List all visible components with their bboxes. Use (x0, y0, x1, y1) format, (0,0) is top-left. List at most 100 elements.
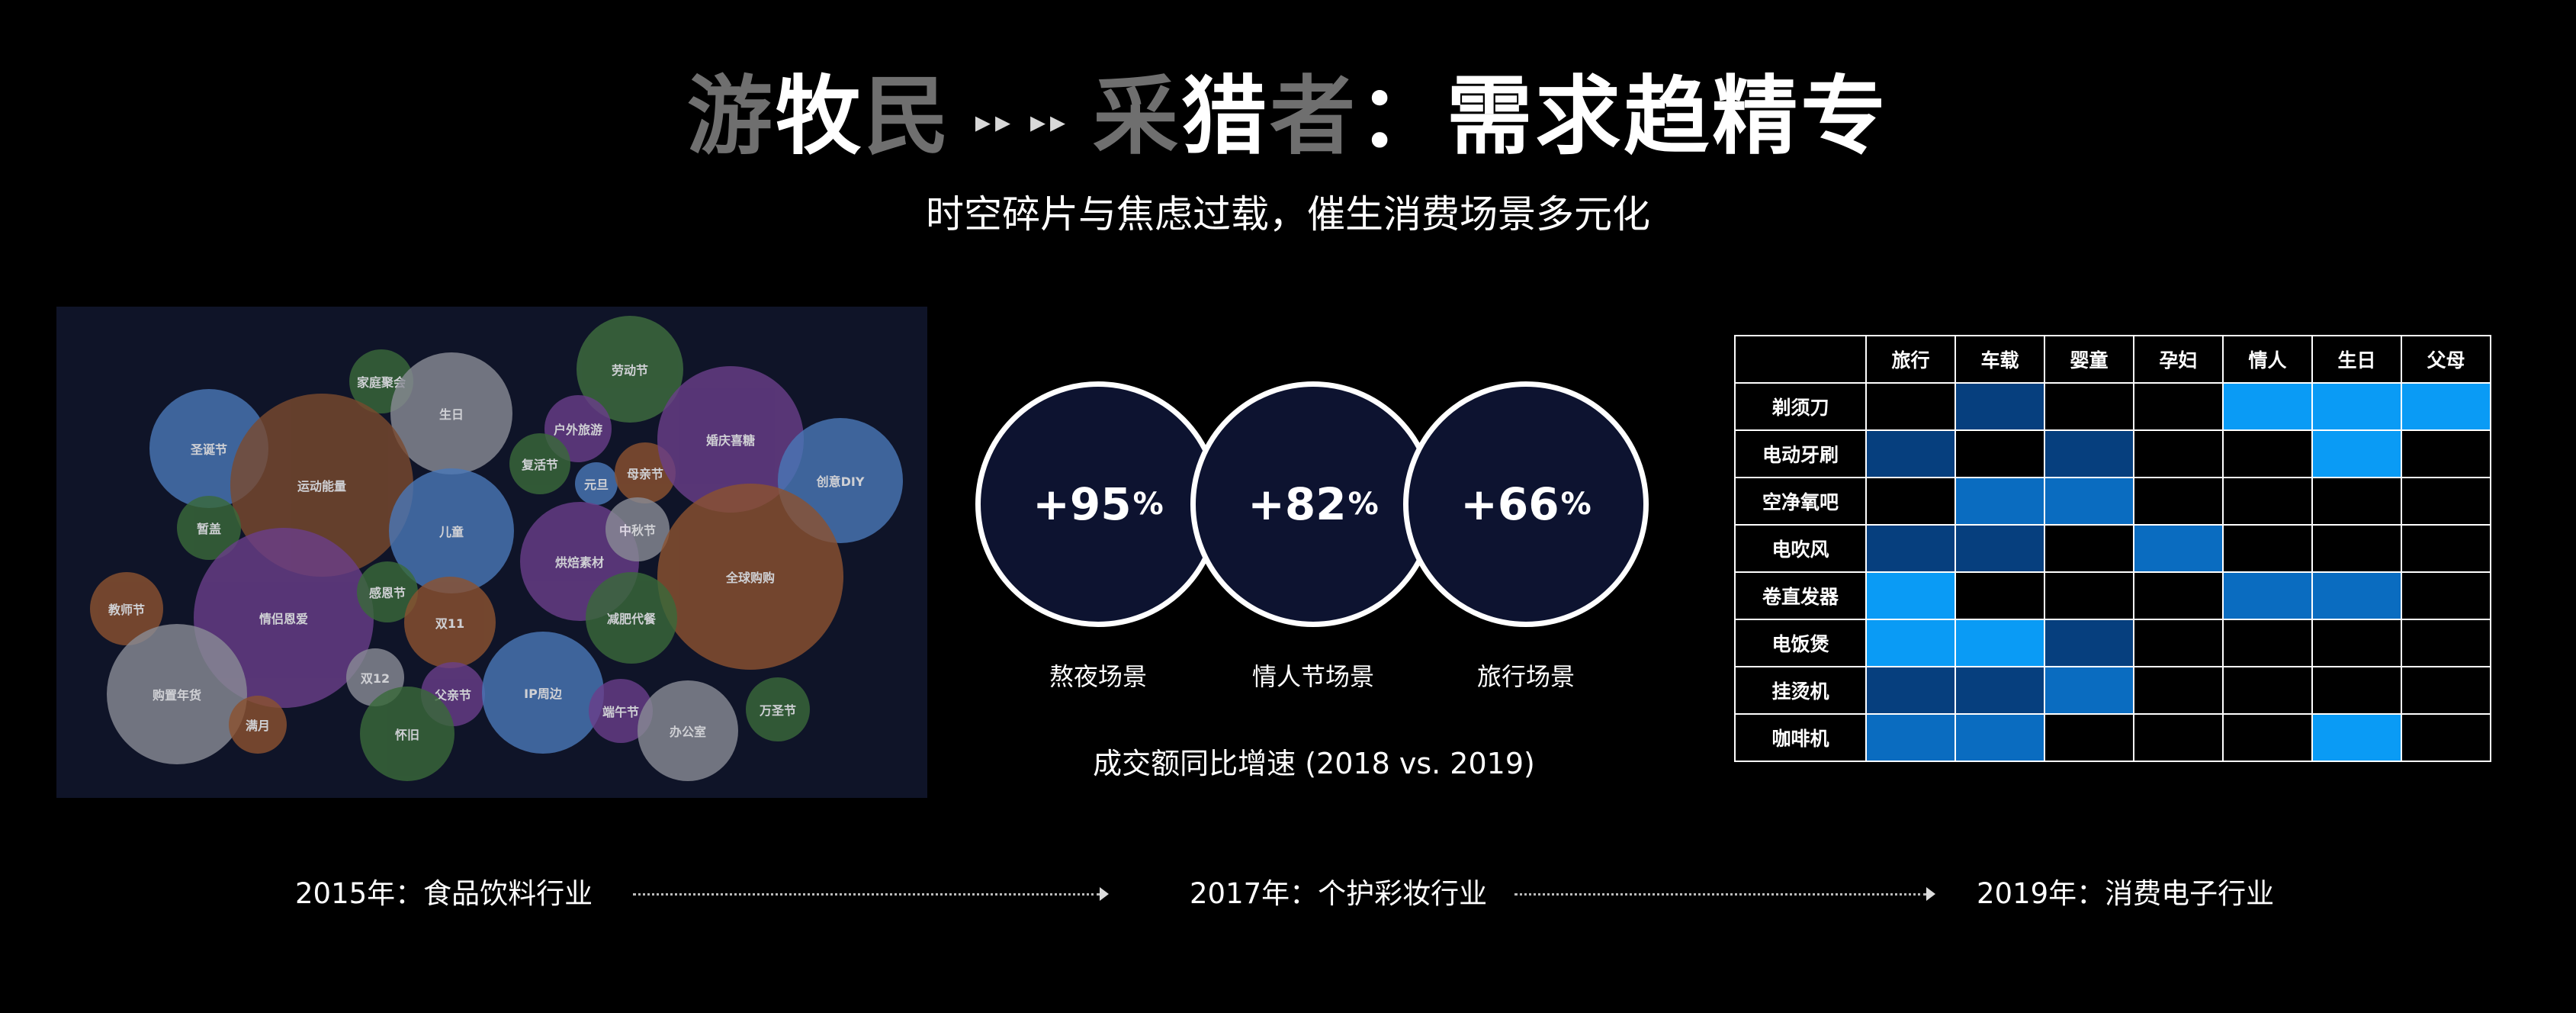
matrix-cell (1954, 477, 2045, 526)
growth-caption: 成交额同比增速 (2018 vs. 2019) (1093, 747, 1535, 780)
matrix-cell (2311, 382, 2402, 431)
category-scene-matrix: 旅行 车载 婴童 孕妇 情人 生日 父母 剃须刀 电动牙刷 空净氧吧 电吹风 卷直发器 电饭煲 挂烫机 咖啡… (1734, 335, 2491, 762)
scene-bubble-cloud: 圣诞节 家庭聚会 生日 劳动节 运动能量 户外旅游 复活节 元旦 母亲节 婚庆喜糖 创意DIY 暂盖儿… (56, 307, 927, 798)
scene-bubble: 万圣节 (746, 677, 810, 741)
growth-label: 旅行场景 (1476, 662, 1575, 691)
growth-circle: +66% (1403, 381, 1649, 627)
matrix-cell (2133, 477, 2224, 526)
matrix-cell (1865, 477, 1956, 526)
matrix-cell (2222, 666, 2313, 715)
matrix-corner (1734, 335, 1867, 384)
matrix-row-header: 挂烫机 (1734, 666, 1867, 715)
title-char: 者 (1270, 67, 1359, 166)
arrow-right-icon (1926, 887, 1935, 901)
matrix-cell (2401, 571, 2491, 620)
matrix-row: 剃须刀 (1734, 382, 2491, 431)
scene-bubble: 双12 (346, 648, 404, 706)
matrix-cell (1954, 382, 2045, 431)
matrix-row: 空净氧吧 (1734, 477, 2491, 526)
matrix-cell (2401, 382, 2491, 431)
scene-bubble: 怀旧 (360, 687, 454, 781)
scene-bubble: 元旦 (575, 462, 618, 505)
matrix-row-header: 电吹风 (1734, 524, 1867, 573)
matrix-cell (1954, 713, 2045, 762)
matrix-cell (2133, 524, 2224, 573)
growth-unit: % (1560, 487, 1592, 522)
matrix-cell (2044, 571, 2134, 620)
matrix-header-row: 旅行 车载 婴童 孕妇 情人 生日 父母 (1734, 335, 2491, 384)
matrix-cell (2222, 524, 2313, 573)
scene-bubble: 双11 (404, 577, 496, 668)
timeline-connector (633, 893, 1100, 896)
matrix-cell (2222, 382, 2313, 431)
timeline-item: 2015年：食品饮料行业 (295, 877, 593, 910)
matrix-cell (2133, 666, 2224, 715)
matrix-cell (2401, 524, 2491, 573)
matrix-cell (2311, 666, 2402, 715)
matrix-cell (2222, 429, 2313, 478)
scene-bubble: 复活节 (509, 433, 570, 494)
matrix-cell (1865, 382, 1956, 431)
matrix-cell (1954, 666, 2045, 715)
scene-bubble: 减肥代餐 (586, 572, 677, 664)
matrix-row: 电动牙刷 (1734, 429, 2491, 478)
matrix-cell (2311, 571, 2402, 620)
matrix-cell (1954, 571, 2045, 620)
timeline-item: 2017年：个护彩妆行业 (1190, 877, 1488, 910)
matrix-row-header: 电饭煲 (1734, 619, 1867, 667)
matrix-cell (2222, 713, 2313, 762)
growth-label: 熬夜场景 (1049, 662, 1147, 691)
matrix-cell (2401, 477, 2491, 526)
matrix-cell (2044, 619, 2134, 667)
scene-bubble: 全球购购 (657, 484, 843, 670)
matrix-column-header: 旅行 (1865, 335, 1956, 384)
growth-unit: % (1132, 487, 1164, 522)
growth-label: 情人节场景 (1251, 662, 1374, 691)
matrix-cell (2133, 571, 2224, 620)
page-title: 游牧民 ▸▸ ▸▸ 采猎者：需求趋精专 (0, 59, 2576, 179)
scene-bubble: 中秋节 (605, 497, 670, 561)
scene-bubble: 办公室 (638, 680, 738, 781)
matrix-cell (2401, 619, 2491, 667)
matrix-column-header: 父母 (2401, 335, 2491, 384)
matrix-cell (2311, 477, 2402, 526)
matrix-cell (2222, 477, 2313, 526)
matrix-cell (1865, 619, 1956, 667)
subtitle: 时空碎片与焦虑过载，催生消费场景多元化 (926, 192, 1650, 236)
matrix-cell (2222, 571, 2313, 620)
matrix-row: 电吹风 (1734, 524, 2491, 573)
matrix-cell (2044, 524, 2134, 573)
matrix-cell (2044, 666, 2134, 715)
matrix-cell (1865, 666, 1956, 715)
matrix-cell (2044, 713, 2134, 762)
growth-circle: +82% (1190, 381, 1436, 627)
growth-value: +95 (1033, 478, 1132, 530)
matrix-cell (1865, 713, 1956, 762)
growth-value: +66 (1460, 478, 1559, 530)
matrix-row-header: 卷直发器 (1734, 571, 1867, 620)
timeline-item: 2019年：消费电子行业 (1977, 877, 2275, 910)
matrix-row-header: 电动牙刷 (1734, 429, 1867, 478)
matrix-cell (1954, 429, 2045, 478)
matrix-cell (2044, 429, 2134, 478)
growth-unit: % (1347, 487, 1379, 522)
matrix-cell (1954, 619, 2045, 667)
matrix-cell (2311, 429, 2402, 478)
matrix-cell (2311, 619, 2402, 667)
matrix-cell (2401, 666, 2491, 715)
growth-value: +82 (1248, 478, 1347, 530)
matrix-cell (2044, 382, 2134, 431)
title-char: 采 (1093, 67, 1182, 166)
matrix-row: 咖啡机 (1734, 713, 2491, 762)
matrix-cell (2133, 429, 2224, 478)
matrix-cell (1865, 524, 1956, 573)
scene-bubble: 满月 (229, 696, 287, 754)
title-rest: ：需求趋精专 (1358, 67, 1890, 166)
matrix-column-header: 生日 (2311, 335, 2402, 384)
matrix-row: 卷直发器 (1734, 571, 2491, 620)
matrix-column-header: 情人 (2222, 335, 2313, 384)
timeline-connector (1514, 893, 1926, 896)
title-char: 猎 (1181, 67, 1270, 166)
arrow-icon: ▸▸ ▸▸ (975, 105, 1071, 140)
matrix-cell (2311, 713, 2402, 762)
